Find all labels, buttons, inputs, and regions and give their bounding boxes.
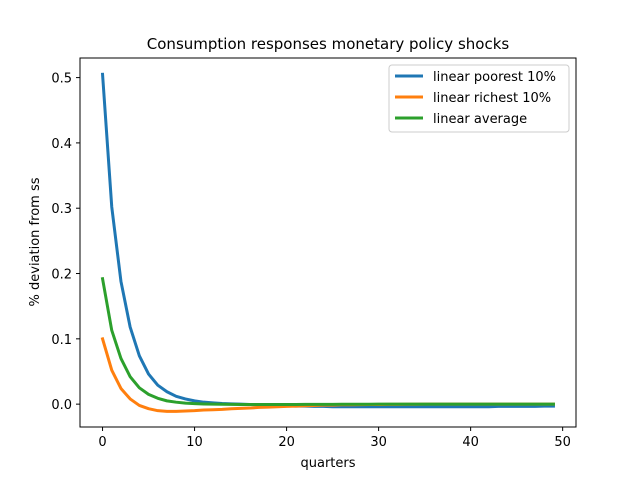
x-axis: 0 10 20 30 40 50 — [98, 427, 571, 450]
plot-lines — [100, 72, 555, 413]
y-axis: 0.0 0.1 0.2 0.3 0.4 0.5 — [51, 72, 80, 413]
legend-label-3: linear average — [433, 112, 527, 127]
chart-title: Consumption responses monetary policy sh… — [147, 35, 510, 53]
legend-label-1: linear poorest 10% — [433, 70, 556, 85]
x-tick-label: 30 — [370, 435, 387, 450]
x-tick-label: 0 — [98, 435, 106, 450]
x-tick-label: 10 — [186, 435, 203, 450]
legend-box — [388, 64, 570, 133]
plot-frame — [79, 57, 577, 428]
y-tick-label: 0.5 — [51, 72, 72, 87]
y-tick-label: 0.1 — [51, 333, 72, 348]
x-axis-label: quarters — [300, 456, 355, 471]
x-tick-label: 20 — [278, 435, 295, 450]
legend: linear poorest 10% linear richest 10% line… — [388, 64, 570, 133]
y-axis-label: % deviation from ss — [28, 177, 43, 306]
legend-label-2: linear richest 10% — [433, 91, 551, 106]
y-tick-label: 0.0 — [51, 398, 72, 413]
x-tick-label: 40 — [462, 435, 479, 450]
y-tick-label: 0.3 — [51, 202, 72, 217]
x-tick-label: 50 — [554, 435, 571, 450]
y-tick-label: 0.4 — [51, 137, 72, 152]
y-tick-label: 0.2 — [51, 268, 72, 283]
series-line-3 — [100, 277, 555, 407]
